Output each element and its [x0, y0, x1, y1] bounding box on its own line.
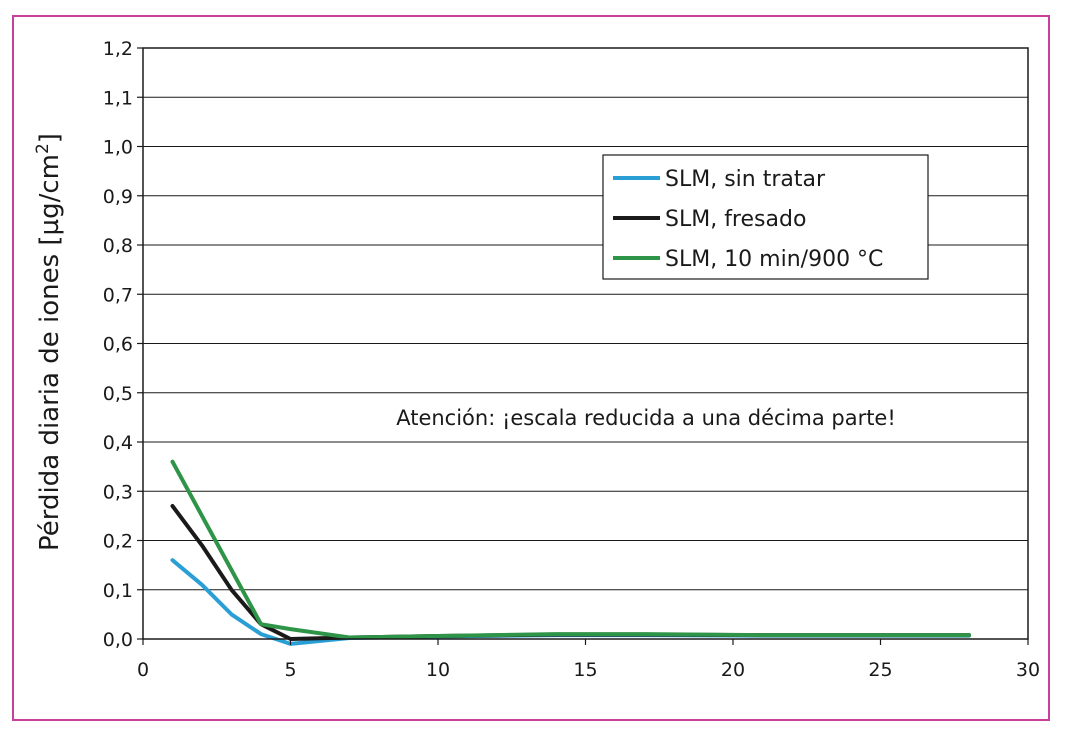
x-tick-label: 15	[573, 659, 597, 681]
series-line-3	[170, 459, 971, 640]
chart-frame	[12, 15, 1050, 721]
x-tick-label: 0	[137, 659, 149, 681]
y-tick-label: 1,1	[103, 87, 133, 109]
legend: SLM, sin tratar SLM, fresado SLM, 10 min/9…	[602, 154, 929, 280]
legend-label-1: SLM, sin tratar	[665, 167, 826, 192]
x-axis-ticks: 0 5 10 15 20 25 30	[137, 639, 1040, 681]
series-lines	[170, 459, 971, 646]
x-tick-label: 5	[284, 659, 296, 681]
x-tick-label: 25	[868, 659, 892, 681]
y-axis-label: Pérdida diaria de iones [µg/cm2]	[33, 133, 65, 551]
y-tick-label: 0,8	[103, 235, 133, 257]
legend-label-3: SLM, 10 min/900 °C	[665, 247, 883, 272]
y-tick-label: 0,5	[103, 383, 133, 405]
y-tick-label: 0,9	[103, 186, 133, 208]
scale-annotation: Atención: ¡escala reducida a una décima …	[396, 406, 896, 430]
legend-label-2: SLM, fresado	[665, 207, 806, 232]
x-tick-label: 30	[1016, 659, 1040, 681]
grid-lines	[143, 47, 1028, 591]
y-tick-label: 0,1	[103, 580, 133, 602]
y-tick-label: 1,0	[103, 137, 133, 159]
x-tick-label: 10	[426, 659, 450, 681]
y-tick-label: 0,2	[103, 531, 133, 553]
y-tick-label: 1,2	[103, 38, 133, 60]
x-tick-label: 20	[721, 659, 745, 681]
y-tick-label: 0,0	[103, 629, 133, 651]
y-tick-label: 0,4	[103, 432, 133, 454]
y-tick-label: 0,7	[103, 284, 133, 306]
y-tick-label: 0,3	[103, 481, 133, 503]
y-axis-ticks: 0,0 0,1 0,2 0,3 0,4 0,5 0,6 0,7 0,8 0,9 1,0 1,1 1,2	[103, 38, 143, 651]
y-tick-label: 0,6	[103, 334, 133, 356]
